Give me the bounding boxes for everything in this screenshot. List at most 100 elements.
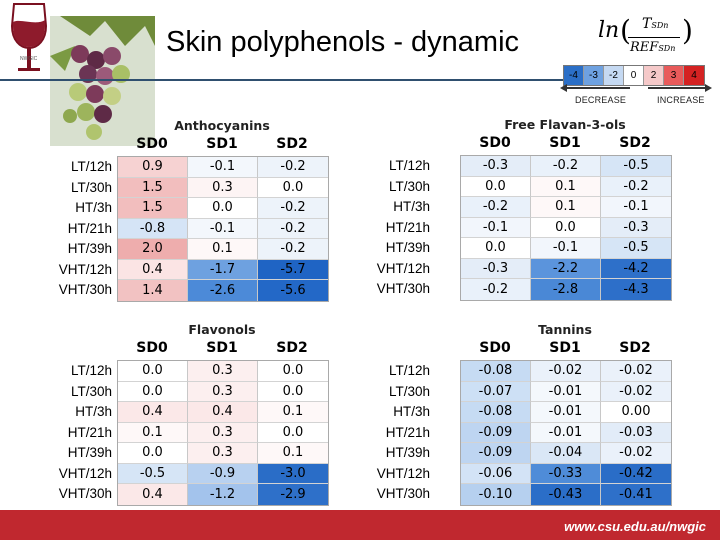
table-row: 1.5 0.0 -0.2 bbox=[118, 198, 328, 219]
row-label: LT/12h bbox=[70, 159, 112, 174]
table-cell: 1.5 bbox=[118, 177, 188, 198]
table-row: -0.09 -0.01 -0.03 bbox=[461, 422, 671, 443]
table-row: -0.06 -0.33 -0.42 bbox=[461, 463, 671, 484]
row-label: HT/3h bbox=[393, 199, 430, 214]
table-cell: -0.3 bbox=[461, 258, 531, 279]
increase-arrow-line bbox=[648, 87, 706, 89]
formula: ln ( TSDn REFSDn ) bbox=[598, 8, 716, 64]
formula-denominator-symbol: REF bbox=[630, 40, 659, 55]
row-label: HT/21h bbox=[67, 424, 112, 440]
table-row: -0.1 0.0 -0.3 bbox=[461, 217, 671, 238]
table-cell: -0.01 bbox=[531, 402, 601, 423]
column-header: SD0 bbox=[136, 136, 168, 152]
table-cell: 0.0 bbox=[118, 381, 188, 402]
row-label: VHT/12h bbox=[376, 465, 430, 481]
column-header: SD2 bbox=[276, 340, 308, 356]
table-cell: -0.2 bbox=[258, 198, 328, 219]
formula-numerator: TSDn bbox=[642, 16, 668, 32]
page-title: Skin polyphenols - dynamic bbox=[166, 26, 520, 58]
formula-denominator: REFSDn bbox=[630, 40, 675, 55]
table-title: Flavonols bbox=[188, 322, 256, 337]
row-label: LT/30h bbox=[70, 179, 112, 195]
table-cell: 2.0 bbox=[118, 239, 188, 260]
table-cell: 0.4 bbox=[118, 259, 188, 280]
table-row: 1.4 -2.6 -5.6 bbox=[118, 280, 328, 301]
table-cell: -0.33 bbox=[531, 463, 601, 484]
table-header-row: SD0 SD1 SD2 bbox=[460, 135, 670, 151]
wine-glass-logo-icon: NWGIC bbox=[10, 3, 48, 71]
table-cell: -5.7 bbox=[258, 259, 328, 280]
table-row: 1.5 0.3 0.0 bbox=[118, 177, 328, 198]
row-label: HT/39h bbox=[67, 241, 112, 256]
table-cell: -0.09 bbox=[461, 422, 531, 443]
table-cell: 0.1 bbox=[118, 422, 188, 443]
table-cell: -0.07 bbox=[461, 381, 531, 402]
table-cell: -0.02 bbox=[601, 443, 671, 464]
table-row: 0.1 0.3 0.0 bbox=[118, 422, 328, 443]
table-row: -0.10 -0.43 -0.41 bbox=[461, 484, 671, 505]
table-cell: -5.6 bbox=[258, 280, 328, 301]
table-grid: 0.0 0.3 0.0 0.0 0.3 0.0 0.4 0.4 0.1 0.1 0.3 0.0 0.0 0… bbox=[117, 360, 329, 506]
table-cell: -0.09 bbox=[461, 443, 531, 464]
formula-fraction-bar bbox=[628, 37, 680, 38]
table-cell: 0.0 bbox=[118, 443, 188, 464]
table-cell: -0.1 bbox=[461, 217, 531, 238]
footer-url: www.csu.edu.au/nwgic bbox=[564, 519, 706, 534]
table-cell: -1.7 bbox=[188, 259, 258, 280]
table-cell: 0.4 bbox=[118, 484, 188, 505]
row-label: LT/30h bbox=[70, 383, 112, 399]
table-cell: 0.00 bbox=[601, 402, 671, 423]
table-cell: -0.2 bbox=[531, 156, 601, 177]
table-row: 0.0 0.1 -0.2 bbox=[461, 176, 671, 197]
column-header: SD0 bbox=[479, 340, 511, 356]
table-row: -0.3 -2.2 -4.2 bbox=[461, 258, 671, 279]
column-header: SD1 bbox=[549, 340, 581, 356]
table-row: -0.2 -2.8 -4.3 bbox=[461, 279, 671, 300]
table-cell: 0.1 bbox=[531, 197, 601, 218]
column-header: SD2 bbox=[619, 135, 651, 151]
scale-swatch: -3 bbox=[584, 66, 604, 85]
table-header-row: SD0 SD1 SD2 bbox=[117, 136, 327, 152]
decrease-label: DECREASE bbox=[575, 95, 627, 105]
table-cell: -0.2 bbox=[601, 176, 671, 197]
table-cell: -0.1 bbox=[531, 238, 601, 259]
table-title: Tannins bbox=[538, 322, 592, 337]
column-header: SD1 bbox=[549, 135, 581, 151]
table-cell: 1.5 bbox=[118, 198, 188, 219]
table-cell: -4.3 bbox=[601, 279, 671, 300]
table-cell: -0.2 bbox=[461, 197, 531, 218]
table-cell: -0.3 bbox=[461, 156, 531, 177]
table-cell: -0.3 bbox=[601, 217, 671, 238]
table-cell: -0.08 bbox=[461, 361, 531, 382]
row-label: LT/12h bbox=[388, 363, 430, 378]
table-cell: -0.10 bbox=[461, 484, 531, 505]
column-header: SD2 bbox=[276, 136, 308, 152]
column-header: SD0 bbox=[479, 135, 511, 151]
table-cell: -0.04 bbox=[531, 443, 601, 464]
table-row: 0.0 0.3 0.1 bbox=[118, 443, 328, 464]
increase-label: INCREASE bbox=[657, 95, 705, 105]
increase-arrow-icon bbox=[705, 84, 712, 92]
table-cell: -0.5 bbox=[118, 463, 188, 484]
grape-photo bbox=[50, 16, 155, 146]
table-cell: -0.02 bbox=[601, 381, 671, 402]
table-cell: 0.0 bbox=[118, 361, 188, 382]
table-cell: -4.2 bbox=[601, 258, 671, 279]
table-cell: -2.8 bbox=[531, 279, 601, 300]
table-row: -0.3 -0.2 -0.5 bbox=[461, 156, 671, 177]
column-header: SD2 bbox=[619, 340, 651, 356]
table-cell: 0.1 bbox=[188, 239, 258, 260]
table-title: Free Flavan-3-ols bbox=[504, 117, 626, 132]
table-row: 2.0 0.1 -0.2 bbox=[118, 239, 328, 260]
table-cell: -0.5 bbox=[601, 156, 671, 177]
table-row: 0.0 0.3 0.0 bbox=[118, 361, 328, 382]
table-row: -0.09 -0.04 -0.02 bbox=[461, 443, 671, 464]
table-cell: 0.0 bbox=[258, 381, 328, 402]
scale-swatch: 0 bbox=[624, 66, 644, 85]
table-cell: 0.0 bbox=[188, 198, 258, 219]
table-grid: -0.3 -0.2 -0.5 0.0 0.1 -0.2 -0.2 0.1 -0.1 -0.1 0.0… bbox=[460, 155, 672, 301]
formula-denominator-sub: SDn bbox=[658, 44, 676, 53]
table-cell: 0.3 bbox=[188, 422, 258, 443]
table-cell: -0.2 bbox=[258, 218, 328, 239]
table-cell: 0.9 bbox=[118, 157, 188, 178]
